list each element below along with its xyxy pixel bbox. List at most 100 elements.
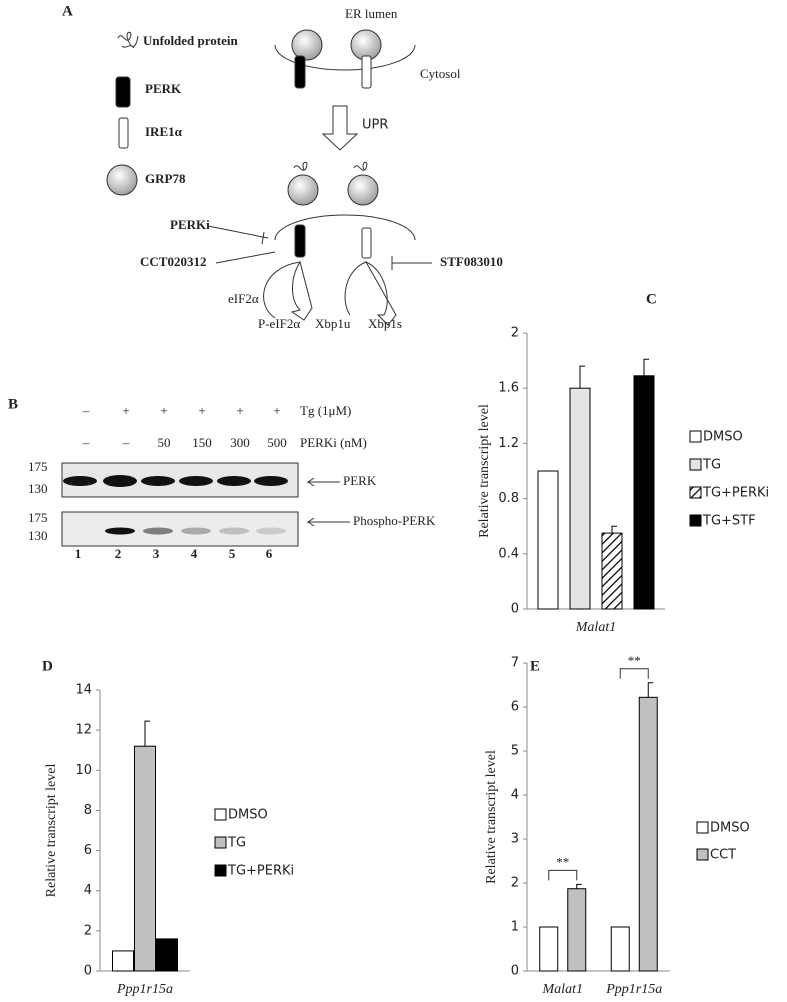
label: CCT020312	[140, 254, 206, 269]
legend-label: DMSO	[703, 430, 743, 445]
error-bar	[576, 883, 582, 889]
legend-label: TG	[702, 458, 721, 473]
tg-sign: +	[236, 403, 243, 418]
unfolded	[293, 161, 368, 171]
label: P-eIF2α	[258, 316, 300, 331]
blot	[61, 462, 350, 547]
perk	[294, 55, 306, 89]
y-tick-label: 12	[75, 723, 92, 738]
y-axis-label: Relative transcript level	[484, 750, 499, 884]
label: ER lumen	[345, 6, 398, 21]
membrane	[274, 44, 416, 71]
y-tick-label: 10	[75, 763, 92, 778]
panel-label: C	[646, 291, 657, 307]
y-tick-label: 1.6	[498, 381, 519, 396]
y-axis-label: Relative transcript level	[44, 764, 59, 898]
legend-swatch	[689, 458, 702, 471]
band-label: Phospho-PERK	[353, 513, 436, 528]
bar	[569, 387, 591, 610]
significance-bracket	[548, 869, 578, 881]
legend-label: CCT	[710, 848, 736, 863]
error-bar	[611, 525, 617, 534]
diagram	[106, 29, 432, 326]
band	[219, 527, 249, 535]
bar	[112, 950, 134, 972]
significance-bracket	[619, 668, 649, 679]
legend-text: PERK	[145, 81, 182, 96]
legend-swatch	[696, 848, 709, 861]
y-tick-label: 14	[75, 683, 92, 698]
label: Cytosol	[420, 66, 461, 81]
error-bar	[579, 365, 585, 389]
lane-number: 2	[115, 546, 122, 561]
grp78	[291, 29, 323, 61]
significance: **	[556, 854, 569, 869]
bar	[567, 888, 587, 972]
band	[105, 527, 135, 535]
legend-text: GRP78	[145, 171, 186, 186]
marker: 130	[28, 481, 48, 496]
perk	[294, 224, 306, 258]
bar	[156, 938, 178, 972]
legend-label: TG+STF	[702, 514, 756, 529]
y-tick-label: 3	[511, 832, 519, 847]
panel-label: A	[62, 3, 73, 19]
x-tick-label: Malat1	[575, 620, 616, 635]
band	[143, 527, 173, 535]
bar	[633, 375, 655, 610]
tg-sign: +	[198, 403, 205, 418]
arrow	[306, 477, 350, 527]
legend-swatch	[689, 486, 702, 499]
legend-swatch	[214, 836, 227, 849]
band	[181, 527, 211, 535]
membrane	[274, 214, 416, 241]
tg-sign: –	[82, 403, 90, 418]
lane-number: 1	[75, 546, 82, 561]
y-tick-label: 0	[511, 602, 519, 617]
y-tick-label: 2	[511, 876, 519, 891]
upr-arrow	[321, 105, 359, 151]
y-tick-label: 4	[511, 788, 519, 803]
band	[141, 476, 175, 486]
perki-dose: –	[122, 435, 130, 450]
band-label: PERK	[343, 473, 377, 488]
band	[217, 476, 251, 486]
x-tick-label: Ppp1r15a	[116, 982, 173, 997]
y-tick-label: 8	[84, 803, 92, 818]
y-tick-label: 0.4	[498, 546, 519, 561]
y-tick-label: 7	[511, 656, 519, 671]
y-axis-label: Relative transcript level	[477, 404, 492, 538]
bar	[539, 926, 559, 972]
perki-dose: 150	[192, 435, 212, 450]
lane-number: 4	[191, 546, 198, 561]
grp78	[287, 174, 319, 206]
panel-label: D	[42, 658, 53, 674]
y-tick-label: 4	[84, 883, 92, 898]
y-tick-label: 6	[84, 843, 92, 858]
lane-number: 6	[266, 546, 273, 561]
y-tick-label: 0	[511, 964, 519, 979]
y-tick-label: 5	[511, 744, 519, 759]
tg-sign: +	[273, 403, 280, 418]
legend-swatch	[689, 430, 702, 443]
label: UPR	[362, 118, 388, 133]
bar	[537, 470, 559, 610]
perki-dose: 50	[158, 435, 171, 450]
legend-swatch	[214, 808, 227, 821]
legend-label: TG	[227, 836, 246, 851]
grp78-icon	[106, 164, 138, 196]
label: PERKi	[170, 217, 210, 232]
legend-label: TG+PERKi	[227, 864, 294, 879]
band	[179, 476, 213, 486]
y-tick-label: 1.2	[498, 436, 519, 451]
y-tick-label: 2	[84, 923, 92, 938]
label: STF083010	[440, 254, 503, 269]
legend-swatch	[214, 864, 227, 877]
blot-panel	[61, 511, 299, 547]
y-tick-label: 0	[84, 964, 92, 979]
band	[256, 527, 286, 535]
panel-label: E	[530, 658, 540, 674]
inhibition	[207, 225, 276, 264]
y-tick-label: 2	[511, 326, 519, 341]
